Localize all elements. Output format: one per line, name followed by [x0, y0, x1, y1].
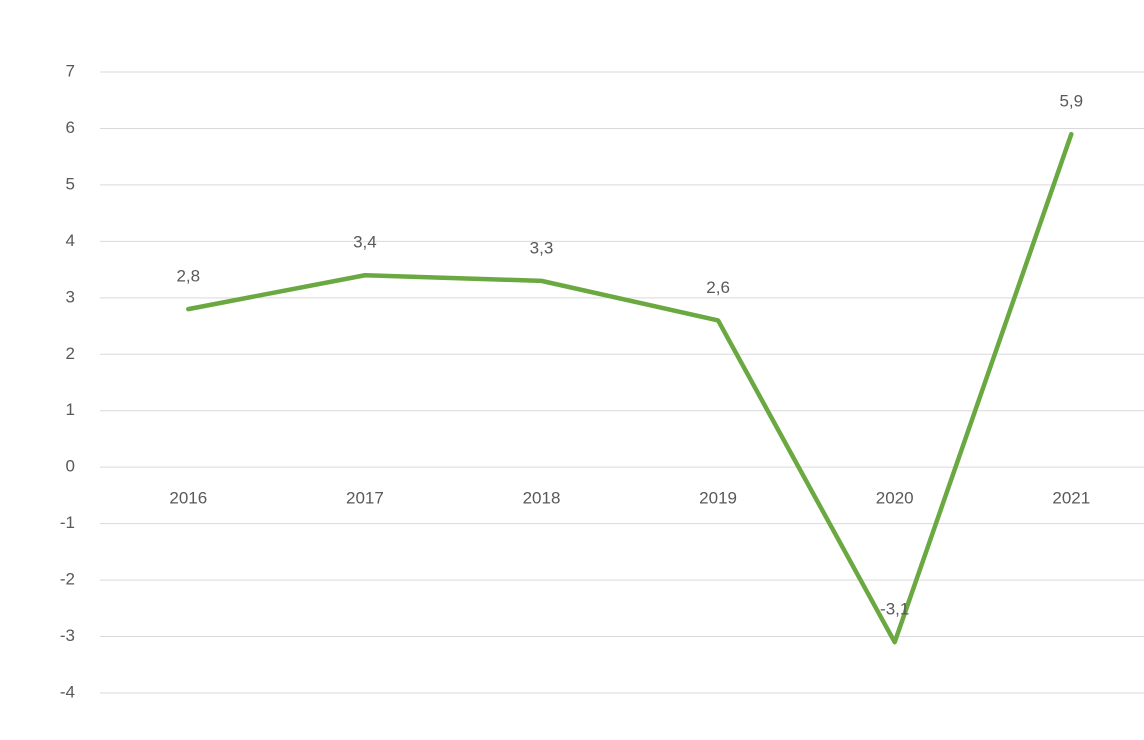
y-tick-label: -1: [60, 513, 75, 532]
data-line: [188, 134, 1071, 642]
x-tick-label: 2020: [876, 489, 914, 508]
data-label: 2,8: [176, 267, 200, 286]
y-tick-label: 4: [66, 231, 75, 250]
y-tick-label: 6: [66, 118, 75, 137]
y-tick-label: 3: [66, 287, 75, 306]
data-label: -3,1: [880, 600, 909, 619]
data-label: 3,4: [353, 233, 377, 252]
y-tick-label: -4: [60, 682, 75, 701]
y-tick-label: 1: [66, 400, 75, 419]
x-tick-label: 2017: [346, 489, 384, 508]
y-tick-label: -2: [60, 570, 75, 589]
x-tick-label: 2018: [523, 489, 561, 508]
x-tick-label: 2019: [699, 489, 737, 508]
x-tick-label: 2016: [169, 489, 207, 508]
y-tick-label: 2: [66, 344, 75, 363]
chart: -4 -3 -2 -1 0 1 2 3 4 5 6 7 2016 2017 2018 2019 2020 2021…: [0, 0, 1144, 740]
data-label: 5,9: [1059, 92, 1083, 111]
y-tick-label: -3: [60, 626, 75, 645]
x-tick-label: 2021: [1052, 489, 1090, 508]
y-tick-label: 7: [66, 61, 75, 80]
data-label: 3,3: [530, 238, 554, 257]
y-tick-label: 5: [66, 174, 75, 193]
data-label: 2,6: [706, 278, 730, 297]
y-tick-label: 0: [66, 457, 75, 476]
